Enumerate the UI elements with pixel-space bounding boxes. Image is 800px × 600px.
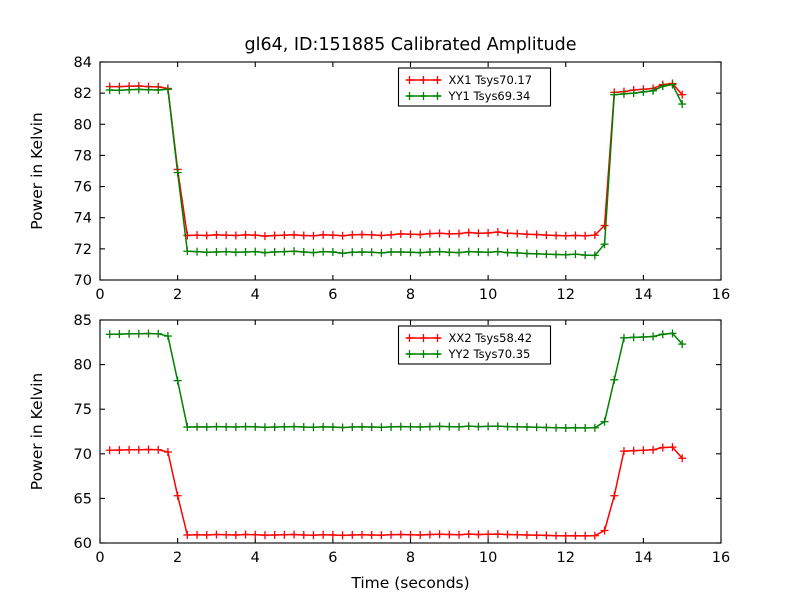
legend-top[interactable]: XX1 Tsys70.17 YY1 Tsys69.34 [397, 67, 552, 107]
y-tick-label: 80 [74, 358, 92, 374]
x-tick-label: 4 [251, 550, 260, 566]
legend-bottom[interactable]: XX2 Tsys58.42 YY2 Tsys70.35 [397, 325, 552, 365]
x-tick-label: 2 [173, 287, 182, 303]
y-tick-label: 70 [74, 447, 92, 463]
x-tick-label: 6 [328, 287, 337, 303]
y-tick-label: 85 [74, 313, 92, 329]
y-tick-label: 80 [74, 117, 92, 133]
x-tick-label: 2 [173, 550, 182, 566]
y-tick-label: 84 [74, 55, 92, 71]
x-tick-label: 12 [557, 287, 575, 303]
series-line-bottom-1 [109, 332, 683, 429]
x-tick-label: 16 [712, 287, 730, 303]
legend-label: YY1 Tsys69.34 [448, 89, 531, 103]
x-tick-label: 12 [557, 550, 575, 566]
y-axis-label-bottom: Power in Kelvin [28, 373, 46, 490]
x-tick-label: 16 [712, 550, 730, 566]
y-tick-label: 70 [74, 273, 92, 289]
y-axis-label-top: Power in Kelvin [28, 112, 46, 229]
series-line-top-0 [109, 82, 683, 237]
y-tick-label: 60 [74, 536, 92, 552]
series-markers-bottom-1 [105, 329, 687, 432]
x-axis-label-bottom: Time (seconds) [350, 574, 469, 592]
x-tick-label: 6 [328, 550, 337, 566]
series-markers-bottom-0 [105, 443, 687, 540]
x-tick-label: 4 [251, 287, 260, 303]
plot-panel-bottom: 0 2 4 6 8 10 12 14 16 60 65 70 75 80 85 Power in Kelvin… [28, 313, 730, 592]
y-tick-label: 78 [74, 148, 92, 164]
y-tick-label: 74 [74, 211, 92, 227]
y-tick-label: 65 [74, 491, 92, 507]
series-markers-top-1 [105, 80, 687, 260]
x-tick-label: 10 [479, 550, 497, 566]
series-line-top-1 [109, 83, 683, 257]
x-tick-label: 14 [634, 287, 652, 303]
plot-title: gl64, ID:151885 Calibrated Amplitude [245, 35, 577, 55]
x-tick-label: 10 [479, 287, 497, 303]
legend-label: XX1 Tsys70.17 [449, 73, 533, 87]
y-tick-label: 82 [74, 86, 92, 102]
x-tick-label: 8 [406, 287, 415, 303]
legend-label: XX2 Tsys58.42 [449, 331, 533, 345]
y-tick-label: 76 [74, 180, 92, 196]
x-tick-label: 0 [95, 550, 104, 566]
legend-label: YY2 Tsys70.35 [448, 347, 531, 361]
series-markers-top-0 [105, 79, 687, 241]
x-tick-label: 8 [406, 550, 415, 566]
plot-panel-top: 0 2 4 6 8 10 12 14 16 70 72 74 76 78 80 82 84 Power in Ke… [28, 35, 730, 303]
series-line-bottom-0 [109, 446, 683, 537]
x-tick-label: 0 [95, 287, 104, 303]
x-tick-label: 14 [634, 550, 652, 566]
y-tick-label: 72 [74, 242, 92, 258]
y-tick-label: 75 [74, 402, 92, 418]
